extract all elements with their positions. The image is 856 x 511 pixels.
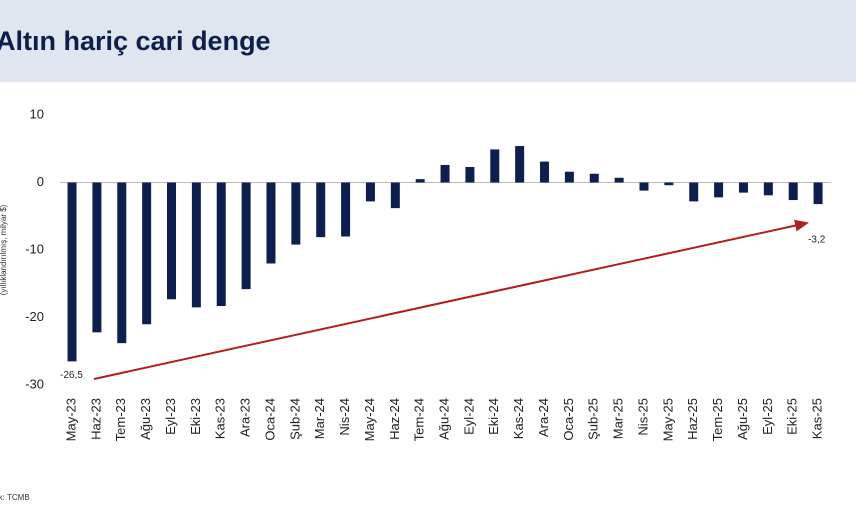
x-tick-label: Eki-25 xyxy=(785,398,800,435)
chart-title: Altın hariç cari denge xyxy=(0,26,271,56)
x-tick-label: Eki-23 xyxy=(188,398,203,435)
x-tick-label: Tem-25 xyxy=(710,398,725,441)
bar xyxy=(589,173,599,183)
bar xyxy=(67,182,77,362)
bar xyxy=(365,182,375,202)
bar xyxy=(216,182,226,307)
x-tick-label: Haz-25 xyxy=(685,398,700,440)
x-tick-label: Haz-23 xyxy=(88,398,103,440)
bar xyxy=(191,182,201,308)
x-tick-label: Kas-24 xyxy=(511,398,526,439)
bar xyxy=(440,164,450,183)
x-tick-label: May-25 xyxy=(660,398,675,441)
header-band xyxy=(0,0,856,82)
y-tick-label: -20 xyxy=(25,309,44,324)
value-label: -26,5 xyxy=(60,370,83,381)
x-tick-label: Eyl-24 xyxy=(461,398,476,435)
x-tick-label: Eyl-25 xyxy=(760,398,775,435)
bar xyxy=(142,182,152,325)
x-tick-label: Mar-24 xyxy=(312,398,327,439)
bar xyxy=(490,149,500,183)
x-tick-label: Ağu-24 xyxy=(436,398,451,440)
bar xyxy=(92,182,102,333)
x-tick-label: Ara-24 xyxy=(536,398,551,437)
x-tick-label: Oca-24 xyxy=(262,398,277,441)
value-label: -3,2 xyxy=(808,235,826,246)
x-tick-label: Ağu-23 xyxy=(138,398,153,440)
bar xyxy=(316,182,326,238)
x-tick-label: Eki-24 xyxy=(486,398,501,435)
x-tick-label: Haz-24 xyxy=(387,398,402,440)
x-tick-label: Mar-25 xyxy=(611,398,626,439)
bar xyxy=(415,179,425,183)
bar xyxy=(738,182,748,193)
bar xyxy=(515,146,525,183)
bar xyxy=(390,182,400,209)
x-tick-label: Oca-25 xyxy=(561,398,576,441)
x-tick-label: Kas-25 xyxy=(810,398,825,439)
x-tick-label: Tem-24 xyxy=(412,398,427,441)
y-tick-label: 0 xyxy=(37,174,44,189)
bar xyxy=(291,182,301,245)
bar xyxy=(639,182,649,191)
x-tick-label: Ağu-25 xyxy=(735,398,750,440)
y-tick-label: 10 xyxy=(30,106,44,121)
x-tick-label: Ara-23 xyxy=(238,398,253,437)
bar xyxy=(763,182,773,196)
bar xyxy=(664,182,674,186)
y-tick-label: -30 xyxy=(25,376,44,391)
x-tick-label: Tem-23 xyxy=(113,398,128,441)
bar xyxy=(540,161,550,183)
x-tick-label: May-23 xyxy=(63,398,78,441)
bar xyxy=(266,182,276,264)
trend-arrow xyxy=(93,219,809,380)
bar xyxy=(813,182,823,205)
bar xyxy=(241,182,251,290)
bar xyxy=(714,182,724,198)
bar xyxy=(564,171,574,183)
x-tick-label: Eyl-23 xyxy=(163,398,178,435)
x-tick-label: Kas-23 xyxy=(213,398,228,439)
bar xyxy=(117,182,127,344)
source: Kaynak: TCMB xyxy=(0,493,30,502)
x-tick-label: May-24 xyxy=(362,398,377,441)
bar xyxy=(788,182,798,201)
bar xyxy=(167,182,177,300)
x-tick-label: Nis-25 xyxy=(635,398,650,436)
bar xyxy=(341,182,351,237)
x-tick-label: Şub-24 xyxy=(287,398,302,440)
bar xyxy=(689,182,699,202)
x-tick-label: Nis-24 xyxy=(337,398,352,436)
x-tick-label: Şub-25 xyxy=(586,398,601,440)
bar xyxy=(614,177,624,183)
y-axis-label: (yıllıklandırılmış, milyar $) xyxy=(0,204,8,295)
y-tick-label: -10 xyxy=(25,241,44,256)
bar xyxy=(465,166,475,183)
